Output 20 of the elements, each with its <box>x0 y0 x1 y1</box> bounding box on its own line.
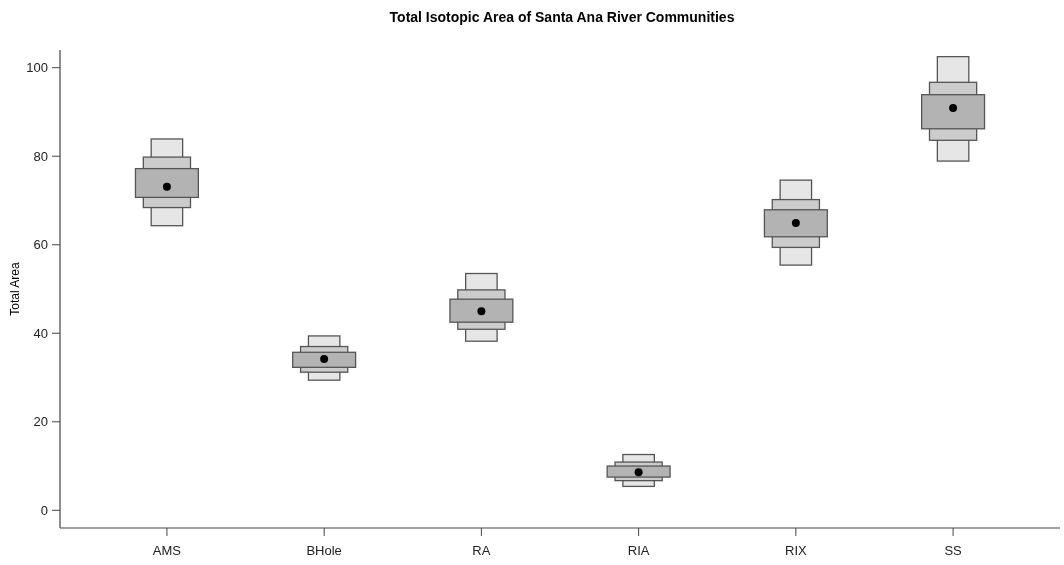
y-axis-title: Total Area <box>8 261 22 316</box>
y-tick-label: 60 <box>33 237 48 253</box>
bar <box>606 465 671 478</box>
point <box>949 103 958 112</box>
y-tick-label: 20 <box>33 414 48 430</box>
x-tick-label: BHole <box>306 543 342 558</box>
x-tick-label: RIA <box>627 543 650 558</box>
x-tick-label: RA <box>472 543 491 558</box>
x-tick-label: AMS <box>152 543 182 558</box>
y-tick-label: 100 <box>26 60 48 76</box>
point <box>320 354 329 363</box>
point <box>791 219 800 228</box>
y-tick-label: 40 <box>33 325 48 341</box>
point <box>162 182 171 191</box>
point <box>477 307 486 316</box>
x-tick-label: RIX <box>785 543 808 558</box>
chart-title: Total Isotopic Area of Santa Ana River Communities <box>389 9 735 25</box>
y-tick-label: 80 <box>33 148 48 164</box>
y-tick-label: 0 <box>40 502 48 518</box>
x-tick-label: SS <box>944 543 963 558</box>
